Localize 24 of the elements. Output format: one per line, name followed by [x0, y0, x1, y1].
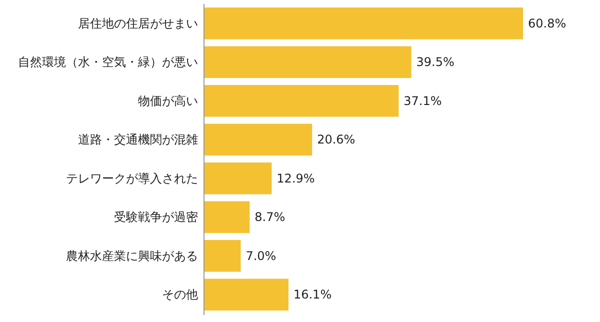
- y-tick-label: 居住地の住居がせまい: [78, 16, 198, 30]
- bar: [204, 240, 241, 272]
- data-label: 20.6%: [317, 132, 356, 147]
- bar: [204, 124, 312, 156]
- bar: [204, 46, 412, 78]
- y-tick-label: テレワークが導入された: [66, 171, 198, 186]
- data-label: 7.0%: [246, 248, 276, 263]
- y-tick-label: その他: [162, 288, 198, 302]
- data-label: 37.1%: [404, 94, 442, 108]
- bar: [204, 201, 250, 234]
- bar: [204, 84, 399, 117]
- data-label: 12.9%: [276, 171, 315, 186]
- bar: [204, 278, 288, 311]
- y-tick-label: 道路・交通機関が混雑: [78, 132, 198, 147]
- bar: [204, 162, 272, 194]
- y-tick-label: 自然環境（水・空気・緑）が悪い: [18, 55, 198, 70]
- data-label: 16.1%: [293, 288, 332, 302]
- y-tick-label: 農林水産業に興味がある: [66, 248, 198, 263]
- y-tick-label: 物価が高い: [138, 94, 198, 108]
- data-label: 60.8%: [528, 16, 566, 30]
- data-label: 8.7%: [254, 210, 286, 224]
- bar: [204, 7, 523, 40]
- y-tick-label: 受験戦争が過密: [114, 210, 198, 224]
- data-label: 39.5%: [416, 55, 454, 70]
